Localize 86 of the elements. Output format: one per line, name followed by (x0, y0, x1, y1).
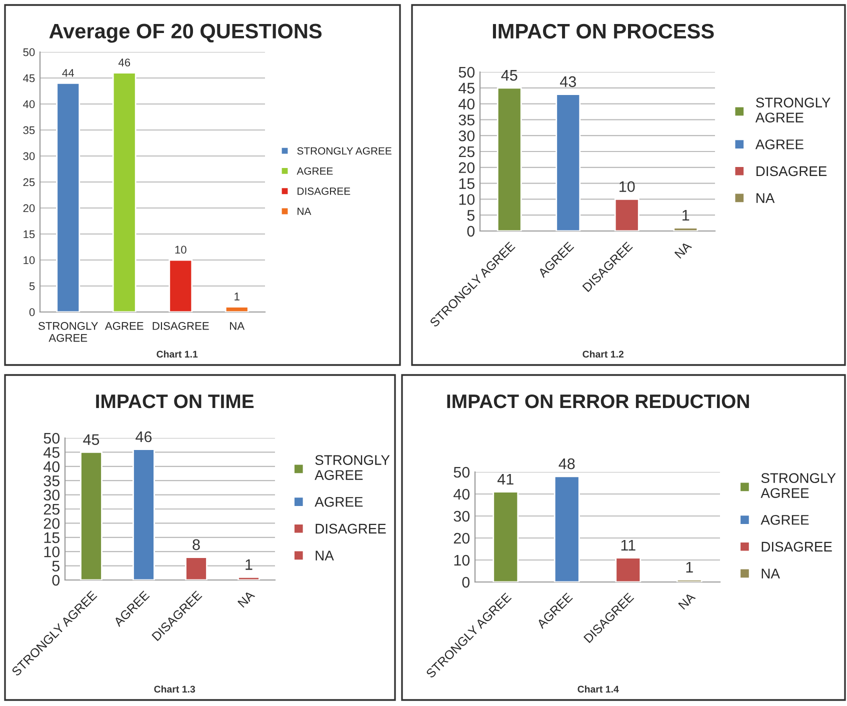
data-label: 8 (192, 539, 200, 550)
legend-label: NA (298, 208, 312, 215)
y-tick-label: 0 (29, 308, 35, 316)
y-tick-label: 50 (23, 48, 35, 56)
y-tick-label: 0 (52, 574, 60, 586)
legend-label: AGREE (296, 167, 333, 175)
legend-label: STRONGLY AGREE (760, 473, 836, 498)
y-tick-label: 20 (458, 162, 475, 174)
y-tick-label: 10 (459, 194, 475, 205)
data-label: 46 (118, 58, 130, 66)
data-label: 44 (62, 69, 74, 77)
y-tick-label: 50 (458, 66, 475, 78)
x-tick-label: NA (230, 322, 245, 330)
data-label: 10 (175, 246, 186, 254)
legend-label: NA (316, 550, 334, 560)
y-tick-label: 5 (52, 560, 60, 572)
x-tick-label: NA (678, 592, 696, 610)
y-tick-label: 30 (454, 510, 470, 522)
chart-title: IMPACT ON TIME (96, 394, 254, 408)
caption: Chart 1.2 (582, 350, 624, 358)
y-tick-label: 5 (29, 282, 35, 290)
legend-label: AGREE (760, 514, 809, 525)
caption: Chart 1.4 (578, 685, 619, 693)
y-tick-label: 40 (454, 488, 470, 500)
y-tick-label: 35 (44, 475, 60, 486)
y-tick-label: 40 (23, 100, 35, 108)
x-tick-label: DISAGREE (152, 322, 209, 330)
legend-label: DISAGREE (316, 524, 386, 534)
y-tick-label: 30 (23, 152, 35, 160)
y-tick-label: 40 (458, 98, 475, 110)
x-tick-label: STRONGLY AGREE (38, 322, 98, 342)
y-tick-label: 50 (44, 432, 60, 444)
y-tick-label: 25 (23, 178, 35, 186)
y-tick-label: 45 (458, 82, 474, 94)
data-label: 46 (136, 431, 152, 442)
y-tick-label: 0 (467, 226, 475, 237)
legend-label: DISAGREE (756, 166, 827, 176)
legend-label: DISAGREE (298, 187, 350, 195)
y-tick-label: 10 (24, 256, 35, 264)
y-tick-label: 30 (458, 130, 475, 142)
chart-title: IMPACT ON ERROR REDUCTION (447, 394, 749, 408)
legend-label: AGREE (755, 139, 804, 150)
chart-title: IMPACT ON PROCESS (492, 24, 714, 39)
y-tick-label: 25 (44, 504, 60, 515)
caption: Chart 1.1 (156, 350, 198, 358)
y-tick-label: 50 (454, 466, 470, 478)
data-label: 10 (620, 181, 635, 192)
legend-label: STRONGLY AGREE (297, 147, 392, 155)
data-label: 45 (501, 70, 518, 81)
y-tick-label: 0 (462, 576, 470, 588)
y-tick-label: 5 (467, 210, 474, 221)
x-tick-label: NA (674, 241, 692, 259)
y-tick-label: 45 (44, 447, 60, 458)
legend-label: NA (762, 568, 780, 578)
y-tick-label: 20 (454, 532, 470, 544)
y-tick-label: 15 (24, 230, 35, 238)
data-label: 43 (560, 76, 576, 88)
legend-label: NA (756, 193, 775, 203)
data-label: 11 (621, 540, 636, 550)
x-tick-label: AGREE (104, 322, 144, 330)
y-tick-label: 20 (44, 518, 60, 529)
legend-label: STRONGLY AGREE (314, 455, 390, 480)
data-label: 48 (558, 458, 575, 470)
legend-label: DISAGREE (762, 542, 832, 552)
data-label: 45 (83, 434, 100, 446)
x-tick-label: NA (238, 590, 256, 608)
y-tick-label: 45 (23, 74, 35, 82)
y-tick-label: 10 (454, 554, 470, 566)
y-tick-label: 20 (23, 204, 35, 212)
y-tick-label: 25 (458, 146, 474, 158)
y-tick-label: 15 (459, 178, 474, 189)
y-tick-label: 35 (23, 126, 35, 134)
y-tick-label: 30 (44, 490, 60, 500)
y-tick-label: 40 (44, 461, 60, 472)
data-label: 1 (682, 210, 690, 220)
y-tick-label: 15 (44, 532, 60, 544)
data-label: 1 (246, 559, 252, 570)
data-label: 41 (497, 474, 514, 484)
data-label: 1 (686, 562, 693, 572)
chart-title: Average OF 20 QUESTIONS (49, 24, 322, 43)
y-tick-label: 10 (44, 546, 60, 558)
y-tick-label: 35 (458, 114, 474, 126)
legend-label: AGREE (314, 496, 363, 507)
data-label: 1 (234, 292, 240, 300)
legend-label: STRONGLY AGREE (755, 98, 830, 122)
caption: Chart 1.3 (154, 685, 196, 693)
